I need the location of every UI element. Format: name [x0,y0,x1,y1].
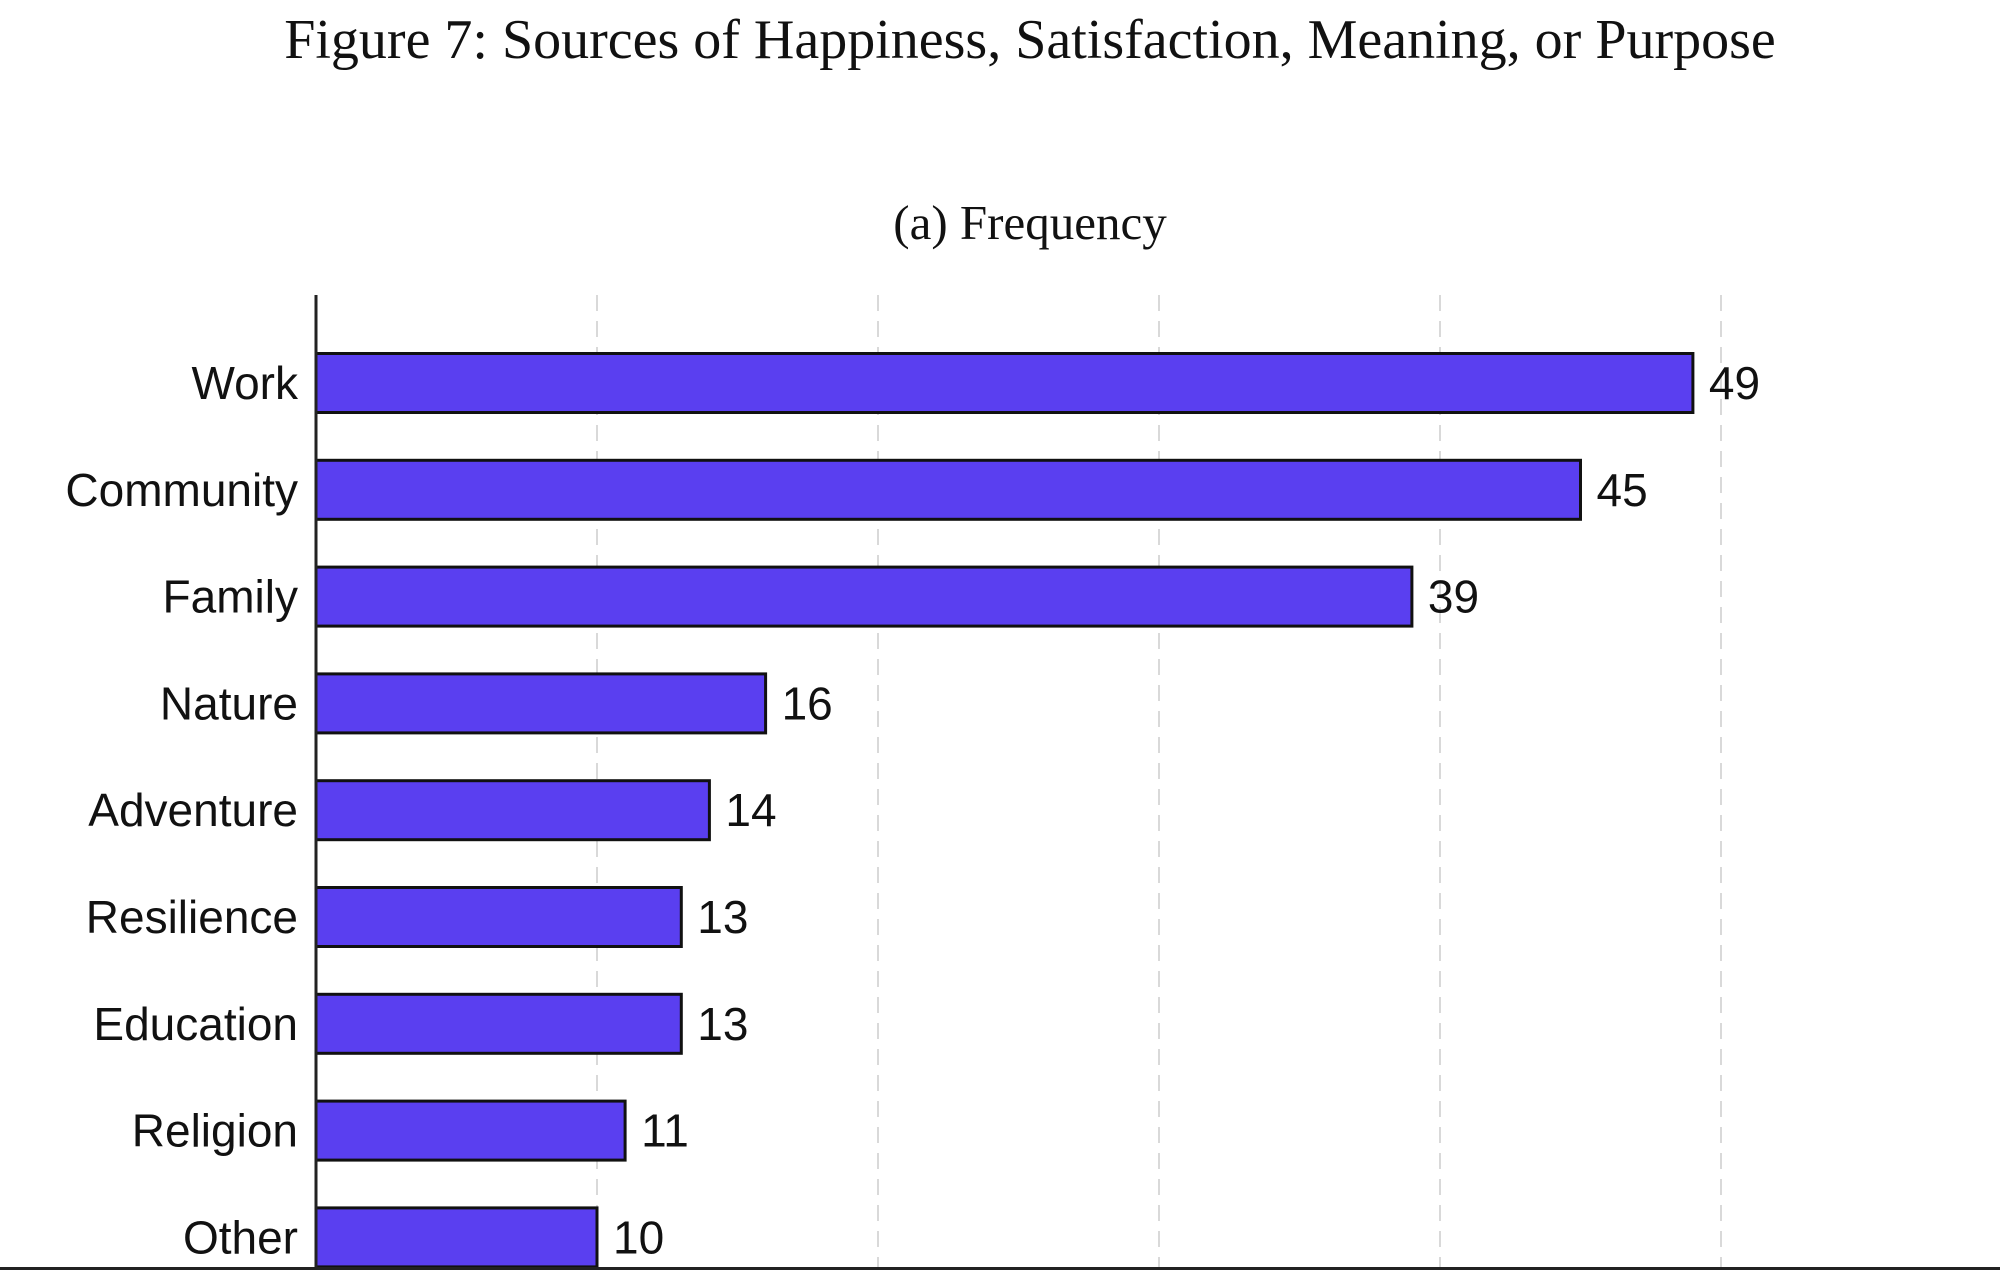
value-label-work: 49 [1709,357,1760,409]
figure-title: Figure 7: Sources of Happiness, Satisfac… [284,9,1776,71]
value-label-religion: 11 [641,1105,689,1157]
bar-community [314,458,1582,521]
bar-religion [314,1099,627,1162]
category-label-nature: Nature [160,677,298,729]
bottom-rule [0,1267,2000,1270]
labels: Work 49 Community 45 Family 39 Nature 16 Adventu… [65,357,1760,1263]
category-label-religion: Religion [132,1105,298,1157]
bar-adventure [314,779,711,842]
category-label-work: Work [192,357,299,409]
category-label-other: Other [183,1211,298,1263]
bars [314,352,1695,1269]
bar-nature [314,672,768,735]
value-label-resilience: 13 [697,891,748,943]
category-label-education: Education [93,998,298,1050]
chart-subtitle: (a) Frequency [893,195,1167,250]
bar-resilience [314,886,683,948]
bar-work [314,352,1695,414]
bar-education [314,992,683,1055]
value-label-other: 10 [613,1211,664,1263]
bar-family [314,565,1414,628]
category-label-community: Community [65,464,298,516]
bar-other [314,1206,599,1269]
value-label-nature: 16 [782,677,833,729]
value-label-adventure: 14 [725,784,776,836]
gridlines [596,295,1722,1270]
value-label-community: 45 [1597,464,1648,516]
category-label-family: Family [163,571,298,623]
value-label-family: 39 [1428,571,1479,623]
category-label-adventure: Adventure [88,784,298,836]
value-label-education: 13 [697,998,748,1050]
category-label-resilience: Resilience [86,891,298,943]
